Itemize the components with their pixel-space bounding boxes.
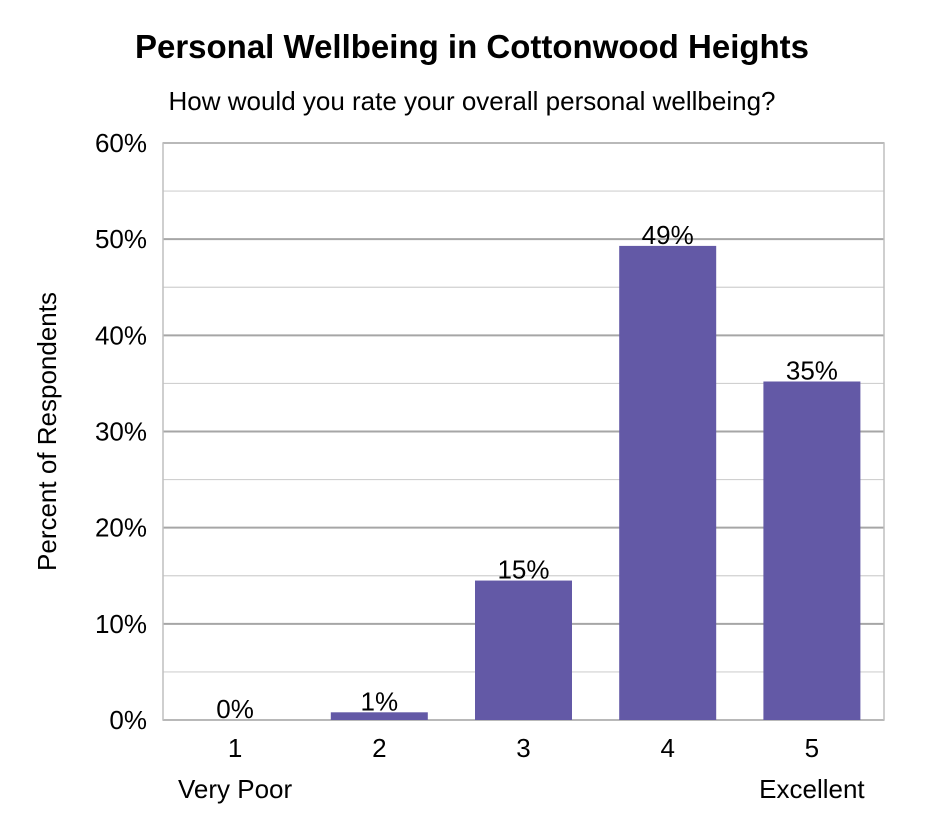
x-tick-label: 3	[516, 733, 530, 763]
x-tick-label: 1	[228, 733, 242, 763]
x-tick-sublabel: Very Poor	[178, 774, 293, 804]
chart-title: Personal Wellbeing in Cottonwood Heights	[134, 28, 810, 65]
bar-3	[475, 580, 572, 720]
data-label: 0%	[216, 694, 254, 724]
bar-4	[619, 245, 717, 721]
bar-2	[330, 712, 428, 720]
x-tick-sublabel: Excellent	[759, 774, 865, 804]
y-tick-label: 40%	[95, 320, 147, 350]
x-tick-label: 4	[660, 733, 674, 763]
bar-5	[763, 381, 861, 720]
bars	[330, 245, 861, 721]
y-tick-label: 0%	[109, 705, 147, 735]
chart-subtitle: How would you rate your overall personal…	[168, 86, 776, 116]
y-tick-label: 20%	[95, 513, 147, 543]
y-tick-label: 60%	[95, 128, 147, 158]
y-tick-label: 10%	[95, 609, 147, 639]
y-tick-label: 30%	[95, 417, 147, 447]
x-tick-label: 5	[805, 733, 819, 763]
data-label: 15%	[497, 555, 549, 585]
y-axis-title: Percent of Respondents	[32, 292, 62, 571]
data-label: 1%	[361, 686, 399, 716]
y-tick-label: 50%	[95, 224, 147, 254]
data-label: 49%	[642, 220, 694, 250]
labels: 0% 10% 20% 30% 40% 50% 60% 0% 1 Very Poor 1% 2 15% 3 4…	[95, 128, 865, 804]
x-tick-label: 2	[372, 733, 386, 763]
data-label: 35%	[786, 355, 838, 385]
